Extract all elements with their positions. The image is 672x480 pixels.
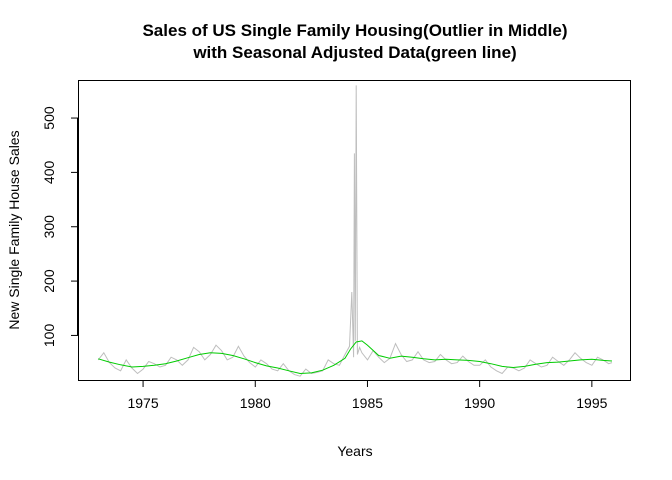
- y-tick-label: 400: [41, 160, 57, 184]
- x-tick-label: 1995: [576, 395, 607, 411]
- adjusted-series-line: [98, 340, 613, 375]
- chart-title-line1: Sales of US Single Family Housing(Outlie…: [142, 21, 567, 40]
- x-tick-label: 1985: [352, 395, 383, 411]
- y-tick-label: 500: [41, 106, 57, 130]
- x-tick-label: 1990: [464, 395, 495, 411]
- x-axis: 1975 1980 1985 1990 1995: [127, 380, 608, 411]
- y-tick-label: 300: [41, 215, 57, 239]
- y-axis-label: New Single Family House Sales: [6, 130, 22, 329]
- x-axis-label: Years: [337, 443, 372, 459]
- x-tick-label: 1980: [240, 395, 271, 411]
- raw-series-group: [97, 85, 613, 377]
- x-tick-label: 1975: [127, 395, 158, 411]
- adjusted-series-group: [98, 340, 613, 375]
- chart-title-line2: with Seasonal Adjusted Data(green line): [192, 43, 516, 62]
- y-tick-label: 200: [41, 269, 57, 293]
- y-tick-label: 100: [41, 324, 57, 348]
- raw-series-line: [97, 85, 613, 377]
- y-axis: 100 200 300 400 500: [41, 106, 78, 347]
